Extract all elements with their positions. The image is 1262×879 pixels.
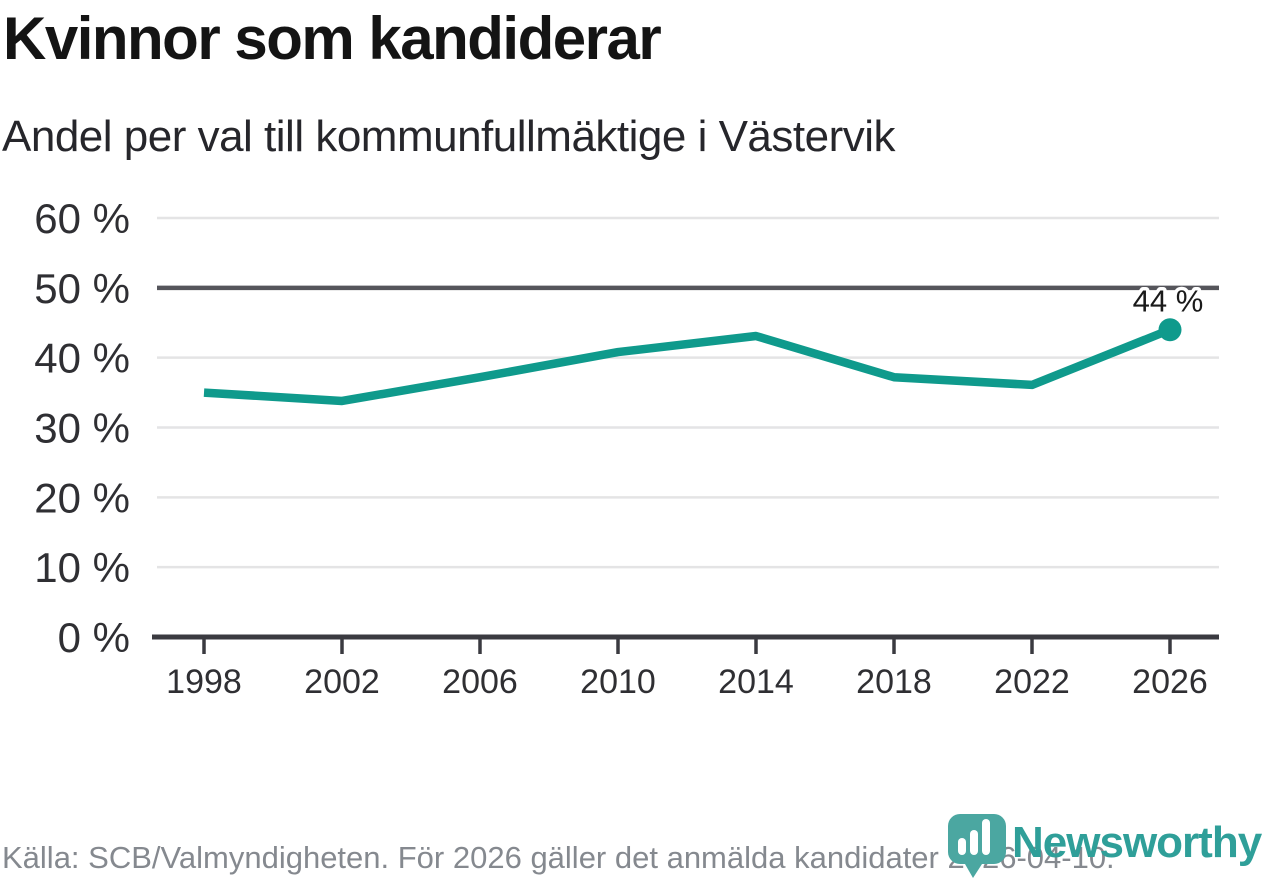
x-tick-label: 2010 xyxy=(580,663,656,701)
y-tick-label: 20 % xyxy=(34,474,130,521)
source-note: Källa: SCB/Valmyndigheten. För 2026 gäll… xyxy=(2,840,1115,875)
x-tick-label: 2014 xyxy=(718,663,794,701)
y-tick-label: 10 % xyxy=(34,544,130,591)
newsworthy-wordmark: Newsworthy xyxy=(1012,818,1262,867)
x-tick-label: 2022 xyxy=(994,663,1070,701)
y-tick-label: 40 % xyxy=(34,335,130,382)
y-tick-label: 50 % xyxy=(34,265,130,312)
y-tick-label: 30 % xyxy=(34,405,130,452)
data-line xyxy=(203,325,1172,406)
y-tick-label: 0 % xyxy=(58,614,130,661)
bar-icon-medium xyxy=(970,830,978,855)
newsworthy-logo: Newsworthy xyxy=(946,812,1262,879)
x-tick-label: 1998 xyxy=(166,663,242,701)
newsworthy-chart-pin-icon xyxy=(948,814,1006,878)
end-point-dot xyxy=(1158,318,1182,342)
chart-title: Kvinnor som kandiderar xyxy=(3,5,662,72)
footer: Källa: SCB/Valmyndigheten. För 2026 gäll… xyxy=(2,840,1262,876)
chart-subtitle: Andel per val till kommunfullmäktige i V… xyxy=(2,112,896,161)
x-tick-label: 2002 xyxy=(304,663,380,701)
value-annotation: 44 % xyxy=(1133,284,1204,319)
x-tick-label: 2026 xyxy=(1132,663,1208,701)
bar-icon-tall xyxy=(982,819,990,855)
bar-icon-short xyxy=(958,838,966,855)
y-tick-label: 60 % xyxy=(34,195,130,242)
x-tick-label: 2018 xyxy=(856,663,932,701)
x-tick-label: 2006 xyxy=(442,663,518,701)
